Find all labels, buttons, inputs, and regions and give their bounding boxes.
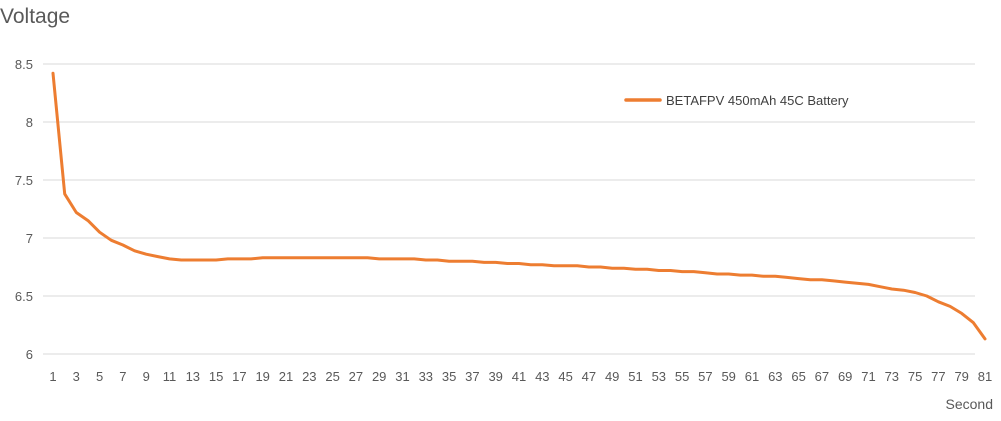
y-tick-label: 6 xyxy=(26,347,33,362)
x-axis-label: Second xyxy=(946,396,993,412)
x-tick-label: 9 xyxy=(143,369,150,384)
y-tick-label: 7.5 xyxy=(15,173,33,188)
x-tick-label: 75 xyxy=(908,369,922,384)
x-tick-label: 69 xyxy=(838,369,852,384)
x-tick-label: 41 xyxy=(512,369,526,384)
legend-label: BETAFPV 450mAh 45C Battery xyxy=(666,93,849,108)
x-tick-label: 1 xyxy=(49,369,56,384)
x-tick-label: 59 xyxy=(721,369,735,384)
x-tick-label: 71 xyxy=(861,369,875,384)
y-tick-labels: 6 6.5 7 7.5 8 8.5 xyxy=(15,57,33,362)
x-tick-label: 55 xyxy=(675,369,689,384)
gridlines xyxy=(43,63,975,355)
y-axis-label: Voltage xyxy=(0,5,70,28)
series-line xyxy=(51,71,987,341)
x-tick-label: 47 xyxy=(582,369,596,384)
y-tick-label: 7 xyxy=(26,231,33,246)
x-tick-label: 73 xyxy=(885,369,899,384)
y-tick-label: 8.5 xyxy=(15,57,33,72)
y-tick-label: 6.5 xyxy=(15,289,33,304)
x-tick-label: 13 xyxy=(186,369,200,384)
x-tick-label: 61 xyxy=(745,369,759,384)
x-tick-label: 5 xyxy=(96,369,103,384)
x-tick-label: 15 xyxy=(209,369,223,384)
x-tick-label: 49 xyxy=(605,369,619,384)
x-tick-label: 39 xyxy=(488,369,502,384)
x-tick-label: 57 xyxy=(698,369,712,384)
x-tick-label: 21 xyxy=(279,369,293,384)
series-lines xyxy=(51,71,987,341)
legend: BETAFPV 450mAh 45C Battery xyxy=(624,93,849,108)
x-tick-label: 79 xyxy=(954,369,968,384)
x-tick-label: 37 xyxy=(465,369,479,384)
x-tick-label: 17 xyxy=(232,369,246,384)
x-tick-label: 81 xyxy=(978,369,992,384)
x-tick-label: 51 xyxy=(628,369,642,384)
x-tick-label: 19 xyxy=(255,369,269,384)
x-tick-label: 29 xyxy=(372,369,386,384)
x-tick-label: 7 xyxy=(119,369,126,384)
x-tick-label: 63 xyxy=(768,369,782,384)
x-tick-label: 23 xyxy=(302,369,316,384)
x-tick-label: 31 xyxy=(395,369,409,384)
x-tick-label: 53 xyxy=(652,369,666,384)
x-tick-label: 65 xyxy=(791,369,805,384)
x-tick-labels: 1 3 5 7 9 11 13 15 17 19 21 23 25 27 29 31 33 35 37 39 41 43 4… xyxy=(49,369,992,384)
x-tick-label: 45 xyxy=(558,369,572,384)
x-tick-label: 27 xyxy=(349,369,363,384)
x-tick-label: 33 xyxy=(419,369,433,384)
x-tick-label: 25 xyxy=(325,369,339,384)
y-tick-label: 8 xyxy=(26,115,33,130)
x-tick-label: 67 xyxy=(815,369,829,384)
x-tick-label: 43 xyxy=(535,369,549,384)
x-tick-label: 35 xyxy=(442,369,456,384)
x-tick-label: 11 xyxy=(163,369,177,384)
x-tick-label: 77 xyxy=(931,369,945,384)
x-tick-label: 3 xyxy=(73,369,80,384)
